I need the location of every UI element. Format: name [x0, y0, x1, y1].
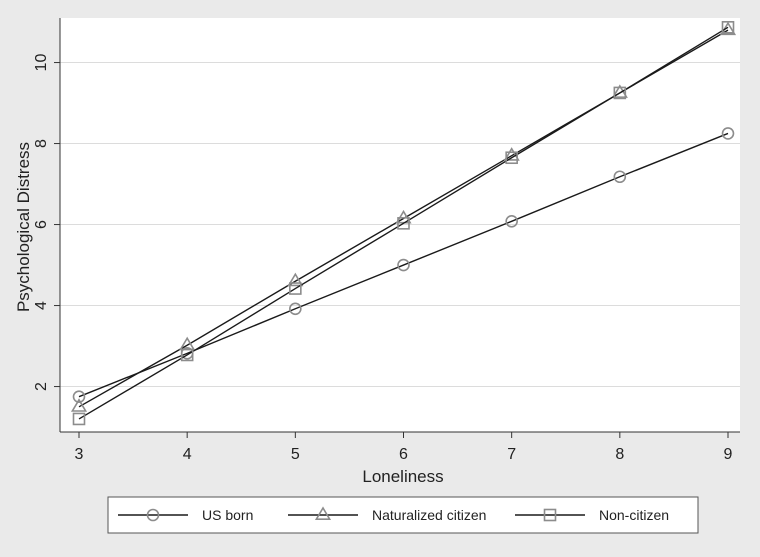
data-point-circle — [397, 258, 410, 272]
data-point-square — [505, 151, 518, 165]
x-tick-label: 5 — [291, 446, 300, 463]
data-point-circle — [505, 215, 518, 228]
data-point-triangle — [314, 506, 332, 521]
x-tick-label: 4 — [183, 446, 192, 463]
legend-item: US born — [118, 507, 253, 523]
axes: 2 4 6 8 10 3 4 5 6 7 8 9 — [33, 18, 740, 463]
series-non-citizen — [72, 21, 735, 426]
y-axis-title: Psychological Distress — [14, 142, 33, 312]
x-tick-label: 3 — [75, 446, 84, 463]
y-tick-label: 2 — [33, 382, 50, 391]
series-line — [78, 132, 729, 398]
series-line — [78, 26, 729, 420]
legend-label: Naturalized citizen — [372, 507, 486, 523]
gridlines — [60, 62, 740, 388]
data-point-circle — [289, 302, 302, 316]
legend-label: US born — [202, 507, 253, 523]
legend-box — [107, 496, 699, 534]
x-tick-label: 9 — [724, 446, 733, 463]
data-point-square — [397, 217, 410, 230]
series — [70, 21, 737, 426]
data-point-square — [721, 21, 735, 34]
x-tick-label: 7 — [507, 446, 516, 463]
data-point-circle — [613, 170, 627, 184]
data-point-triangle — [503, 147, 520, 161]
data-point-square — [613, 86, 627, 100]
x-axis-title: Loneliness — [362, 467, 443, 486]
data-point-square — [72, 412, 86, 426]
data-point-circle — [72, 390, 86, 403]
data-point-square — [289, 282, 302, 295]
y-tick-label: 10 — [33, 54, 50, 72]
data-point-circle — [146, 508, 160, 522]
y-tick-label: 4 — [33, 301, 50, 310]
legend-item: Naturalized citizen — [288, 506, 486, 523]
x-tick-label: 6 — [399, 446, 408, 463]
legend-label: Non-citizen — [599, 507, 669, 523]
x-tick-label: 8 — [615, 446, 624, 463]
data-point-square — [180, 348, 194, 362]
data-point-square — [543, 508, 557, 522]
legend-item: Non-citizen — [515, 507, 669, 523]
data-point-triangle — [70, 398, 88, 412]
data-point-triangle — [287, 272, 304, 287]
y-tick-label: 8 — [33, 139, 50, 148]
data-point-circle — [721, 127, 735, 140]
legend: US born Naturalized citizen Non-citizen — [107, 496, 699, 534]
y-tick-label: 6 — [33, 220, 50, 229]
